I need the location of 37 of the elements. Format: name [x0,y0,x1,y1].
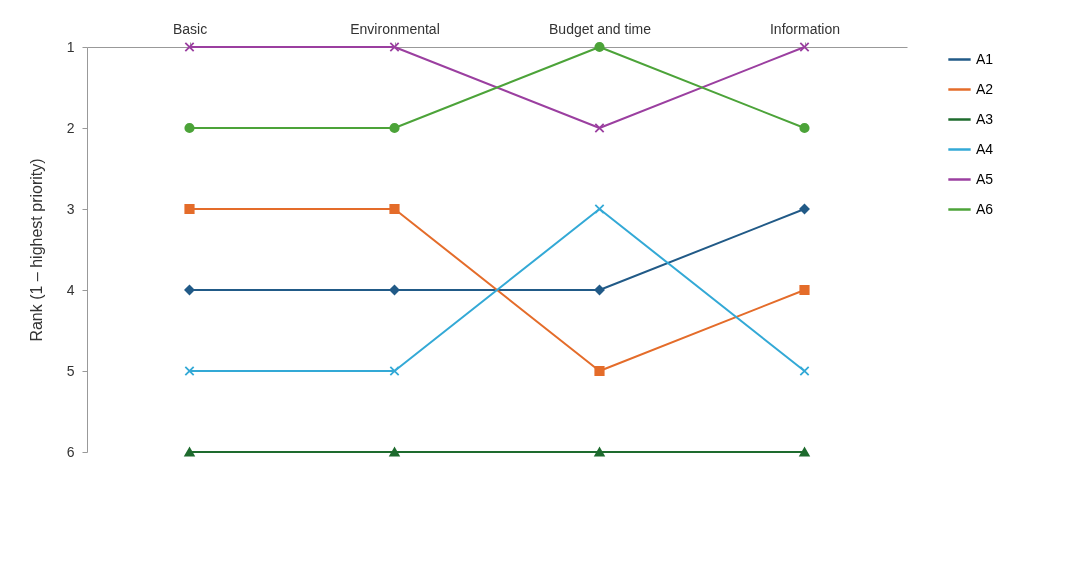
y-tick-label: 6 [66,443,75,460]
y-tick-label: 1 [66,38,75,55]
point [799,365,810,377]
point [184,41,195,53]
point [184,122,195,134]
point [799,447,810,457]
point [389,41,400,53]
y-tick-label: 3 [66,200,75,217]
x-tick-label: Environmental [350,20,440,37]
point [389,365,400,377]
y-tick-label: 2 [66,119,75,136]
legend-label: A3 [976,110,994,127]
point [594,365,605,377]
point [594,41,605,53]
legend-label: A6 [976,200,994,217]
point [184,365,195,377]
point [594,447,605,457]
legend-label: A4 [976,140,994,157]
x-tick-label: Budget and time [549,20,652,37]
y-tick-label: 5 [66,362,75,379]
point [594,203,605,215]
y-tick-label: 4 [66,281,75,298]
legend-label: A5 [976,170,994,187]
point [184,203,195,215]
point [184,447,195,457]
legend-label: A2 [976,80,994,97]
point [594,122,605,134]
point [389,447,400,457]
point [799,284,810,296]
y-axis-title: Rank (1 – highest priority) [27,158,45,342]
legend-label: A1 [976,50,994,67]
point [799,122,810,134]
x-tick-label: Information [769,20,841,37]
point [799,41,810,53]
point [389,203,400,215]
x-tick-label: Basic [172,20,208,37]
point [389,122,400,134]
